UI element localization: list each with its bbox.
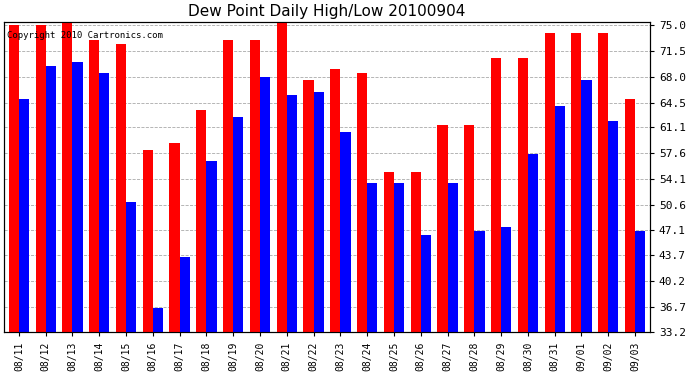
Bar	[571, 33, 582, 332]
Bar	[635, 231, 645, 332]
Bar	[170, 143, 179, 332]
Bar	[528, 154, 538, 332]
Bar	[89, 40, 99, 332]
Bar	[250, 40, 260, 332]
Bar	[340, 132, 351, 332]
Bar	[464, 124, 474, 332]
Bar	[116, 44, 126, 332]
Bar	[313, 92, 324, 332]
Bar	[260, 77, 270, 332]
Bar	[501, 227, 511, 332]
Bar	[448, 183, 457, 332]
Bar	[19, 99, 29, 332]
Bar	[179, 257, 190, 332]
Bar	[206, 161, 217, 332]
Bar	[223, 40, 233, 332]
Bar	[491, 58, 501, 332]
Bar	[555, 106, 565, 332]
Bar	[287, 95, 297, 332]
Bar	[196, 110, 206, 332]
Bar	[9, 26, 19, 332]
Bar	[421, 235, 431, 332]
Bar	[153, 308, 163, 332]
Bar	[474, 231, 484, 332]
Bar	[411, 172, 421, 332]
Bar	[143, 150, 153, 332]
Bar	[62, 22, 72, 332]
Bar	[518, 58, 528, 332]
Bar	[277, 22, 287, 332]
Bar	[544, 33, 555, 332]
Bar	[304, 81, 313, 332]
Bar	[384, 172, 394, 332]
Bar	[331, 69, 340, 332]
Bar	[46, 66, 56, 332]
Bar	[99, 73, 110, 332]
Bar	[394, 183, 404, 332]
Bar	[582, 81, 591, 332]
Bar	[609, 121, 618, 332]
Bar	[437, 124, 448, 332]
Bar	[233, 117, 244, 332]
Bar	[357, 73, 367, 332]
Bar	[72, 62, 83, 332]
Text: Copyright 2010 Cartronics.com: Copyright 2010 Cartronics.com	[8, 31, 164, 40]
Bar	[35, 26, 46, 332]
Title: Dew Point Daily High/Low 20100904: Dew Point Daily High/Low 20100904	[188, 4, 466, 19]
Bar	[126, 202, 136, 332]
Bar	[367, 183, 377, 332]
Bar	[625, 99, 635, 332]
Bar	[598, 33, 609, 332]
